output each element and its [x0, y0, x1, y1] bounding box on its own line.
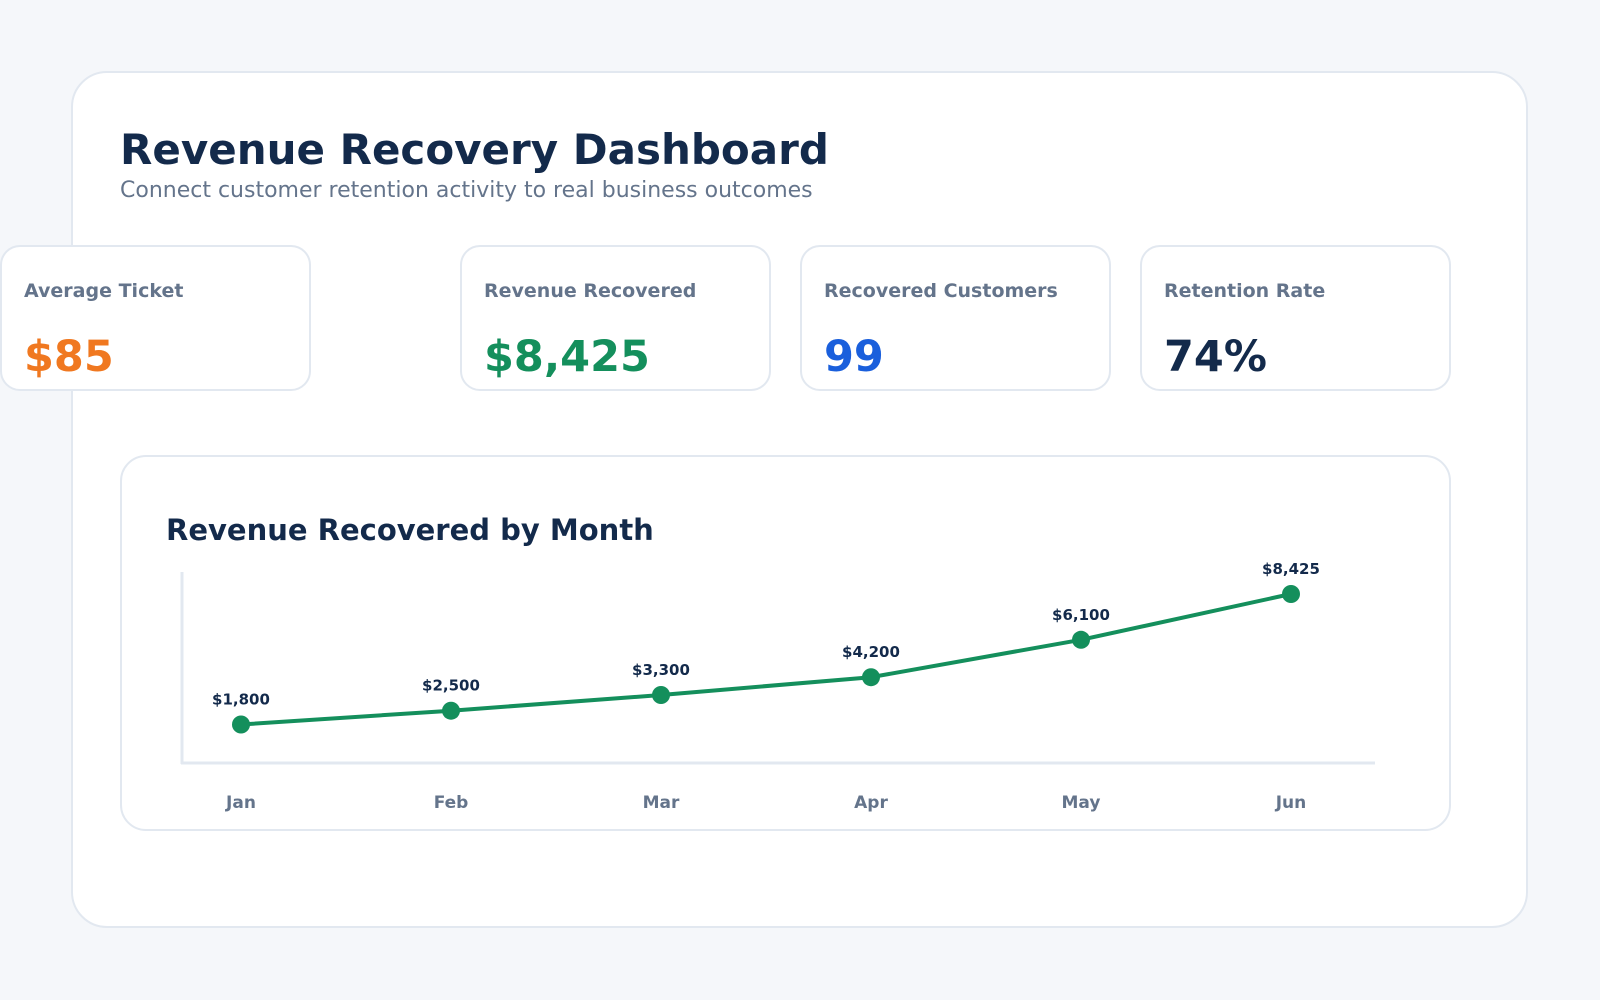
kpi-value: $85	[24, 332, 114, 382]
data-label: $3,300	[632, 661, 690, 679]
x-tick-label: Mar	[643, 793, 680, 813]
x-tick-label: Jun	[1275, 793, 1307, 813]
kpi-card-average-ticket: Average Ticket $85	[0, 245, 311, 391]
x-tick-label: Feb	[434, 793, 469, 813]
kpi-value: 74%	[1164, 332, 1267, 382]
data-point	[652, 686, 670, 704]
series-line	[239, 592, 1293, 727]
x-tick-label: Jan	[225, 793, 256, 813]
data-point	[862, 668, 880, 687]
x-tick-label: May	[1062, 793, 1101, 813]
kpi-label: Average Ticket	[24, 280, 184, 302]
chart-card: Revenue Recovered by Month $1,800 Jan $2,5…	[120, 455, 1451, 831]
data-label: $6,100	[1052, 606, 1110, 624]
data-label: $8,425	[1262, 560, 1320, 578]
kpi-card-revenue-recovered: Revenue Recovered $8,425	[460, 245, 771, 391]
data-label: $2,500	[422, 677, 480, 695]
data-point	[1072, 630, 1090, 649]
kpi-label: Recovered Customers	[824, 280, 1058, 302]
chart-title: Revenue Recovered by Month	[166, 513, 654, 547]
kpi-value: 99	[824, 332, 884, 382]
revenue-line-chart: $1,800 Jan $2,500 Feb $3,300 Mar $4,200 Apr $6,1…	[180, 560, 1375, 813]
kpi-card-retention-rate: Retention Rate 74%	[1140, 245, 1451, 391]
kpi-label: Retention Rate	[1164, 280, 1326, 302]
kpi-card-recovered-customers: Recovered Customers 99	[800, 245, 1111, 391]
kpi-label: Revenue Recovered	[484, 280, 697, 302]
data-label: $1,800	[212, 691, 270, 709]
data-point	[232, 715, 250, 734]
kpi-value: $8,425	[484, 332, 650, 382]
data-label: $4,200	[842, 643, 900, 661]
data-point	[1282, 585, 1300, 603]
x-tick-label: Apr	[854, 793, 888, 813]
page-title: Revenue Recovery Dashboard	[120, 125, 829, 174]
page-subtitle: Connect customer retention activity to r…	[120, 178, 813, 203]
data-point	[442, 701, 460, 720]
